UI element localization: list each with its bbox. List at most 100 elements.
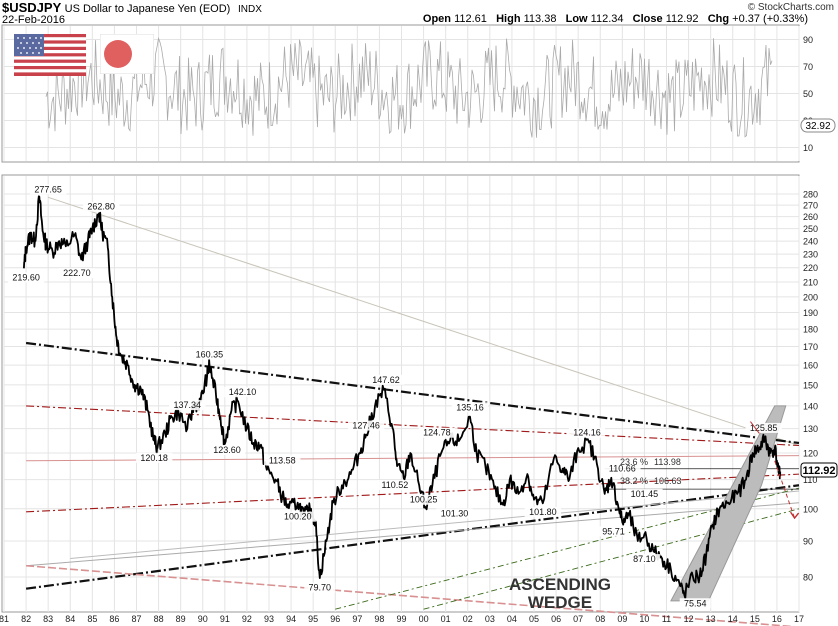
trendline-grey-a [26,502,800,567]
price-y-tick-label: 230 [803,250,818,260]
annotation-label: 110.52 [381,480,408,490]
price-x-tick-label: 08 [595,614,605,624]
annotation-label: 100.20 [284,512,312,522]
price-y-tick-label: 210 [803,277,818,287]
annotation-label: 95.71 [602,526,625,536]
annotation-label: 277.65 [34,184,62,194]
price-x-tick-label: 99 [396,614,406,624]
annotation-label: 142.10 [229,387,257,397]
price-y-tick-label: 260 [803,212,818,222]
price-y-tick-label: 100 [803,504,818,514]
annotation-bg [208,445,246,456]
price-x-tick-label: 15 [750,614,760,624]
open-value: 112.61 [454,13,487,25]
annotation-bg [82,201,120,212]
price-x-tick-label: 16 [772,614,782,624]
annotation-bg [7,272,45,283]
annotation-label: 75.54 [684,598,707,608]
price-x-tick-label: 90 [198,614,208,624]
annotation-bg [598,526,629,537]
annotation-bg [58,268,96,279]
annotation-label: 147.62 [372,375,400,385]
annotation-label: 101.45 [631,489,659,499]
price-y-tick-label: 280 [803,190,818,200]
price-y-tick-label: 80 [803,573,813,583]
annotation-bg [264,455,301,466]
price-y-tick-label: 250 [803,224,818,234]
price-last-value: 112.92 [802,465,835,477]
price-x-tick-label: 89 [176,614,186,624]
price-annotations: 277.65 219.60 262.80 222.70 160.35 137.34 142.… [7,184,782,609]
price-last-badge [800,462,838,478]
high-value: 113.38 [523,13,557,25]
price-x-tick-label: 82 [21,614,31,624]
annotation-bg [451,402,489,413]
annotation-bg [679,598,711,609]
price-x-tick-label: 83 [43,614,53,624]
annotation-bg [29,184,67,195]
price-x-tick-label: 88 [154,614,164,624]
trendline-pink-lower [26,564,795,626]
annotation-bg [367,374,405,385]
pattern-label-line1: ASCENDING [509,575,611,594]
index-tag: INDX [237,4,262,15]
price-x-ticks: 81 82 83 84 85 86 87 88 89 90 91 92 93 94 95 96 97 98 99 00… [0,614,804,624]
price-y-tick-label: 120 [803,449,818,459]
annotation-bg [191,349,228,360]
price-x-tick-label: 93 [264,614,274,624]
price-x-tick-label: 14 [728,614,738,624]
price-x-tick-label: 13 [706,614,716,624]
annotation-bg [279,511,316,522]
annotation-bg [169,400,206,411]
price-x-tick-label: 84 [65,614,75,624]
high-label: High [496,13,521,25]
price-x-tick-label: 87 [131,614,141,624]
price-x-tick-label: 04 [507,614,517,624]
price-x-tick-label: 09 [617,614,627,624]
trendline-grey-b [70,490,800,559]
annotation-bg [604,463,641,474]
price-x-tick-label: 05 [529,614,539,624]
price-x-tick-label: 11 [662,614,671,624]
annotation-label: 135.16 [456,402,484,412]
annotation-label: 101.80 [529,507,557,517]
fib-236-label: 23.6 % 113.98 [620,457,681,467]
price-x-tick-label: 85 [87,614,97,624]
annotation-bg [626,488,663,499]
annotation-label: 79.70 [309,583,332,593]
price-y-tick-label: 170 [803,342,818,352]
oscillator-line [45,36,773,138]
annotation-label: 125.85 [750,423,778,433]
price-x-tick-label: 94 [286,614,296,624]
price-x-tick-label: 86 [109,614,119,624]
price-y-tick-label: 140 [803,401,818,411]
trendline-green-a [335,487,800,610]
projection-arrows [750,421,800,520]
oscillator-y-tick-label: 50 [803,89,813,99]
price-y-tick-label: 90 [803,536,813,546]
low-value: 112.34 [590,13,624,25]
oscillator-series [45,36,773,138]
symbol-description: US Dollar to Japanese Yen (EOD) [64,3,231,15]
close-label: Close [632,13,663,25]
price-x-tick-label: 10 [639,614,649,624]
annotation-label: 113.58 [269,455,296,465]
source-credit: © StockCharts.com [747,2,834,13]
annotation-label: 262.80 [87,202,115,212]
annotation-bg [628,554,660,565]
annotation-bg [304,582,336,593]
price-y-tick-label: 200 [803,292,818,302]
annotation-bg [347,420,385,431]
trendline-red-upper [26,405,800,447]
price-x-tick-label: 96 [330,614,340,624]
oscillator-last-badge [800,118,836,133]
down-arrow-line [774,460,796,519]
annotation-label: 87.10 [633,554,656,564]
price-x-tick-label: 95 [308,614,318,624]
price-x-tick-label: 02 [463,614,473,624]
trendline-upper-dash [25,341,800,445]
annotation-bg [436,508,473,519]
annotation-label: 101.30 [441,509,469,519]
ohlc-readout: Open 112.61 High 113.38 Low 112.34 Close… [423,13,808,25]
